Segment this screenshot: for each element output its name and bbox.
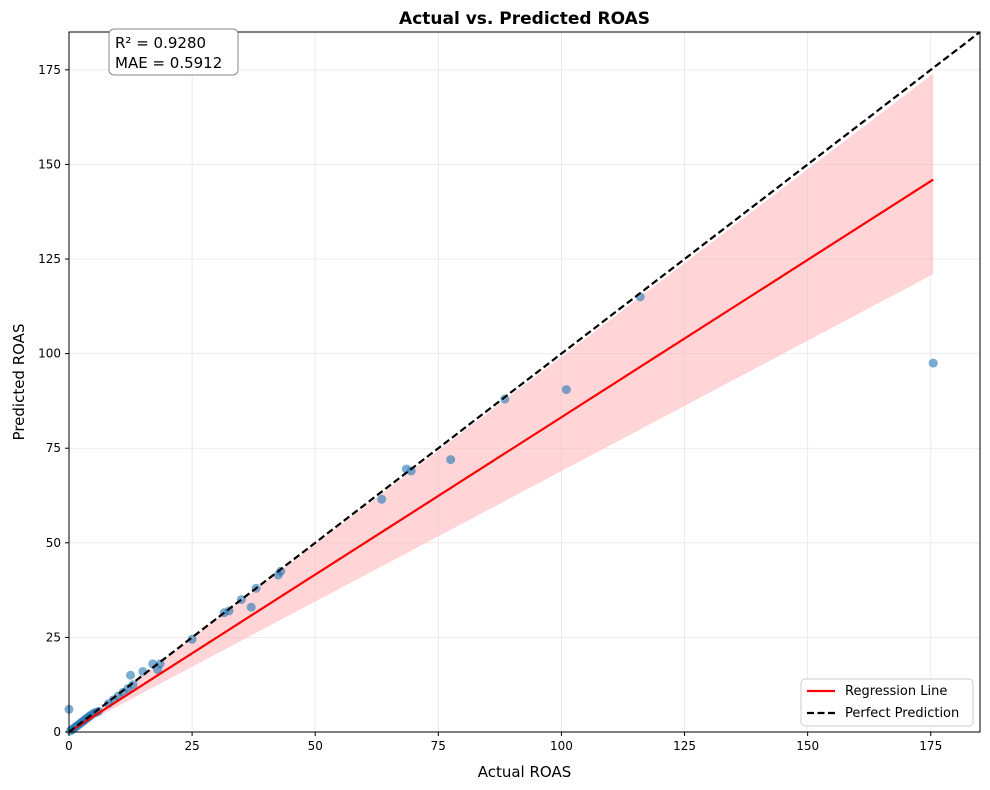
legend: Regression Line Perfect Prediction: [800, 678, 974, 727]
y-tick-label: 125: [38, 252, 61, 266]
chart-title: Actual vs. Predicted ROAS: [399, 9, 650, 29]
y-tick-label: 0: [53, 725, 61, 739]
x-tick-label: 50: [308, 739, 323, 753]
y-tick-label: 150: [38, 157, 61, 171]
line-layer: [68, 31, 981, 733]
data-point: [126, 670, 136, 680]
stats-box-frame: [108, 28, 239, 76]
perfect-prediction-line: [68, 31, 981, 733]
data-point: [128, 680, 138, 690]
data-point: [928, 358, 938, 368]
data-point: [246, 602, 256, 612]
y-tick-label: 100: [38, 347, 61, 361]
data-point: [187, 634, 197, 644]
x-tick-label: 175: [919, 739, 942, 753]
x-tick-label: 25: [184, 739, 199, 753]
stats-box: R² = 0.9280 MAE = 0.5912: [108, 28, 239, 76]
data-point: [446, 455, 456, 465]
regression-line: [68, 178, 934, 733]
r2-label: R² = 0.9280: [115, 34, 206, 52]
x-axis-title: Actual ROAS: [478, 763, 572, 781]
x-tick-label: 0: [65, 739, 73, 753]
x-tick-label: 100: [550, 739, 573, 753]
y-tick-label: 25: [46, 630, 61, 644]
x-tick-label: 125: [673, 739, 696, 753]
x-tick-label: 75: [431, 739, 446, 753]
data-point: [377, 494, 387, 504]
y-tick-label: 75: [46, 441, 61, 455]
data-point: [561, 385, 571, 395]
legend-label-perfect: Perfect Prediction: [845, 706, 959, 721]
x-tick-label: 150: [796, 739, 819, 753]
legend-label-regression: Regression Line: [845, 684, 947, 699]
y-tick-label: 175: [38, 63, 61, 77]
axis-ticks: 0 25 50 75 100 125 150 175 0 25 50 75 100 125 150 175: [38, 63, 942, 753]
y-axis-title: Predicted ROAS: [10, 324, 28, 441]
plot-frame: [68, 31, 981, 733]
legend-frame: [800, 678, 974, 727]
confidence-band: [69, 73, 934, 732]
mae-label: MAE = 0.5912: [115, 54, 222, 72]
y-tick-label: 50: [46, 536, 61, 550]
confidence-band-layer: [69, 73, 934, 732]
